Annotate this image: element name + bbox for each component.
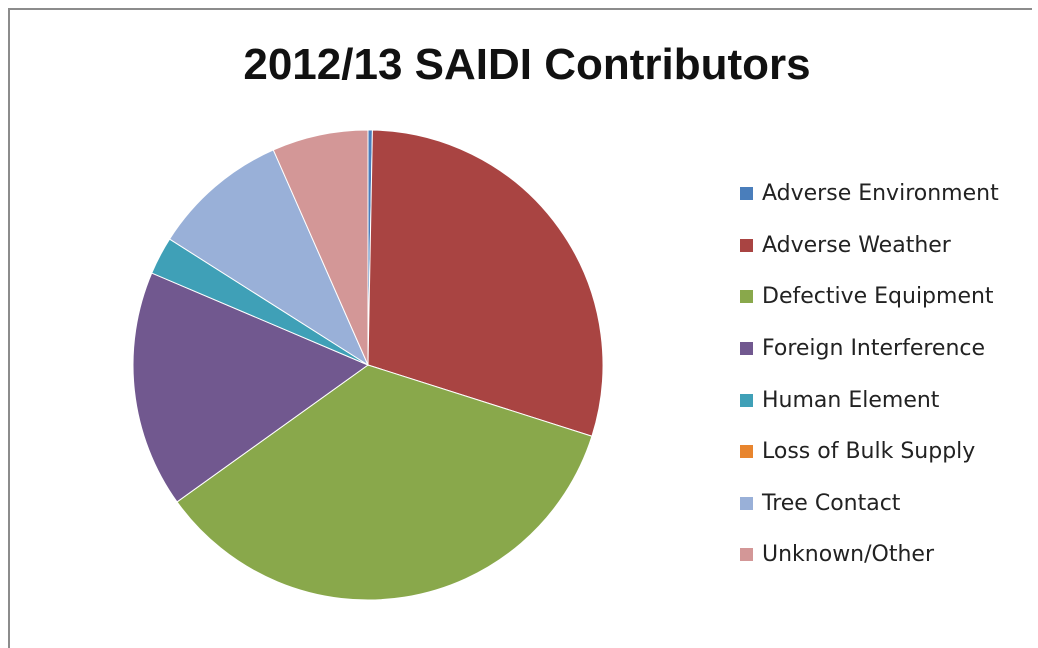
pie-chart (132, 129, 604, 601)
legend-label: Adverse Weather (762, 232, 951, 258)
pie-slice-defective-equipment (176, 364, 593, 601)
legend-swatch (740, 548, 753, 562)
pie-slice-foreign-interference (132, 272, 370, 503)
pie-slice-adverse-weather (367, 129, 604, 437)
legend-item: Adverse Weather (740, 220, 999, 272)
chart-title: 2012/13 SAIDI Contributors (243, 40, 811, 89)
legend-label: Loss of Bulk Supply (762, 439, 976, 465)
legend-item: Unknown/Other (740, 529, 999, 581)
legend-label: Foreign Interference (762, 336, 986, 362)
legend-item: Human Element (740, 374, 999, 426)
legend-swatch (740, 238, 753, 252)
legend-label: Tree Contact (762, 490, 901, 516)
pie-slice-unknown-other (272, 129, 369, 366)
legend-swatch (740, 393, 753, 407)
legend-label: Human Element (762, 387, 940, 413)
legend-label: Defective Equipment (762, 284, 994, 310)
legend-item: Foreign Interference (740, 323, 999, 375)
legend-label: Unknown/Other (762, 542, 935, 568)
legend-swatch (740, 342, 753, 356)
pie-slice-tree-contact (168, 149, 370, 367)
legend-item: Tree Contact (740, 478, 999, 530)
legend-label: Adverse Environment (762, 181, 999, 207)
legend-swatch (740, 445, 753, 459)
legend-swatch (740, 496, 753, 510)
legend-swatch (740, 290, 753, 304)
legend-swatch (740, 187, 753, 201)
legend-item: Loss of Bulk Supply (740, 426, 999, 478)
legend-item: Adverse Environment (740, 168, 999, 220)
legend-item: Defective Equipment (740, 271, 999, 323)
chart-legend: Adverse Environment Adverse Weather Defect… (740, 168, 999, 581)
